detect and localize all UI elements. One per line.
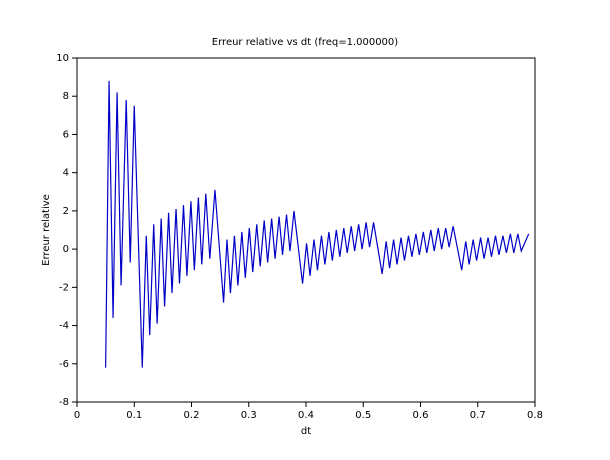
- x-tick-label: 0.1: [126, 410, 142, 421]
- y-tick-label: 10: [56, 53, 69, 64]
- x-tick-label: 0.8: [527, 410, 543, 421]
- data-line: [105, 80, 530, 368]
- x-tick-label: 0.3: [241, 410, 257, 421]
- y-tick-label: 2: [63, 206, 69, 217]
- chart-title: Erreur relative vs dt (freq=1.000000): [212, 37, 398, 48]
- x-tick-label: 0.7: [470, 410, 486, 421]
- y-tick-label: 4: [63, 168, 69, 179]
- x-tick-label: 0.4: [298, 410, 314, 421]
- x-tick-label: 0.2: [184, 410, 200, 421]
- y-tick-label: -8: [59, 397, 69, 408]
- x-tick-label: 0.6: [413, 410, 429, 421]
- y-axis-label: Erreur relative: [41, 194, 52, 266]
- y-tick-label: -4: [59, 321, 69, 332]
- y-tick-label: -6: [59, 359, 69, 370]
- x-tick-label: 0: [74, 410, 80, 421]
- y-tick-label: 0: [63, 244, 69, 255]
- x-axis-label: dt: [301, 426, 311, 437]
- x-tick-label: 0.5: [355, 410, 371, 421]
- y-tick-label: -2: [59, 282, 69, 293]
- y-tick-label: 8: [63, 91, 69, 102]
- y-tick-label: 6: [63, 129, 69, 140]
